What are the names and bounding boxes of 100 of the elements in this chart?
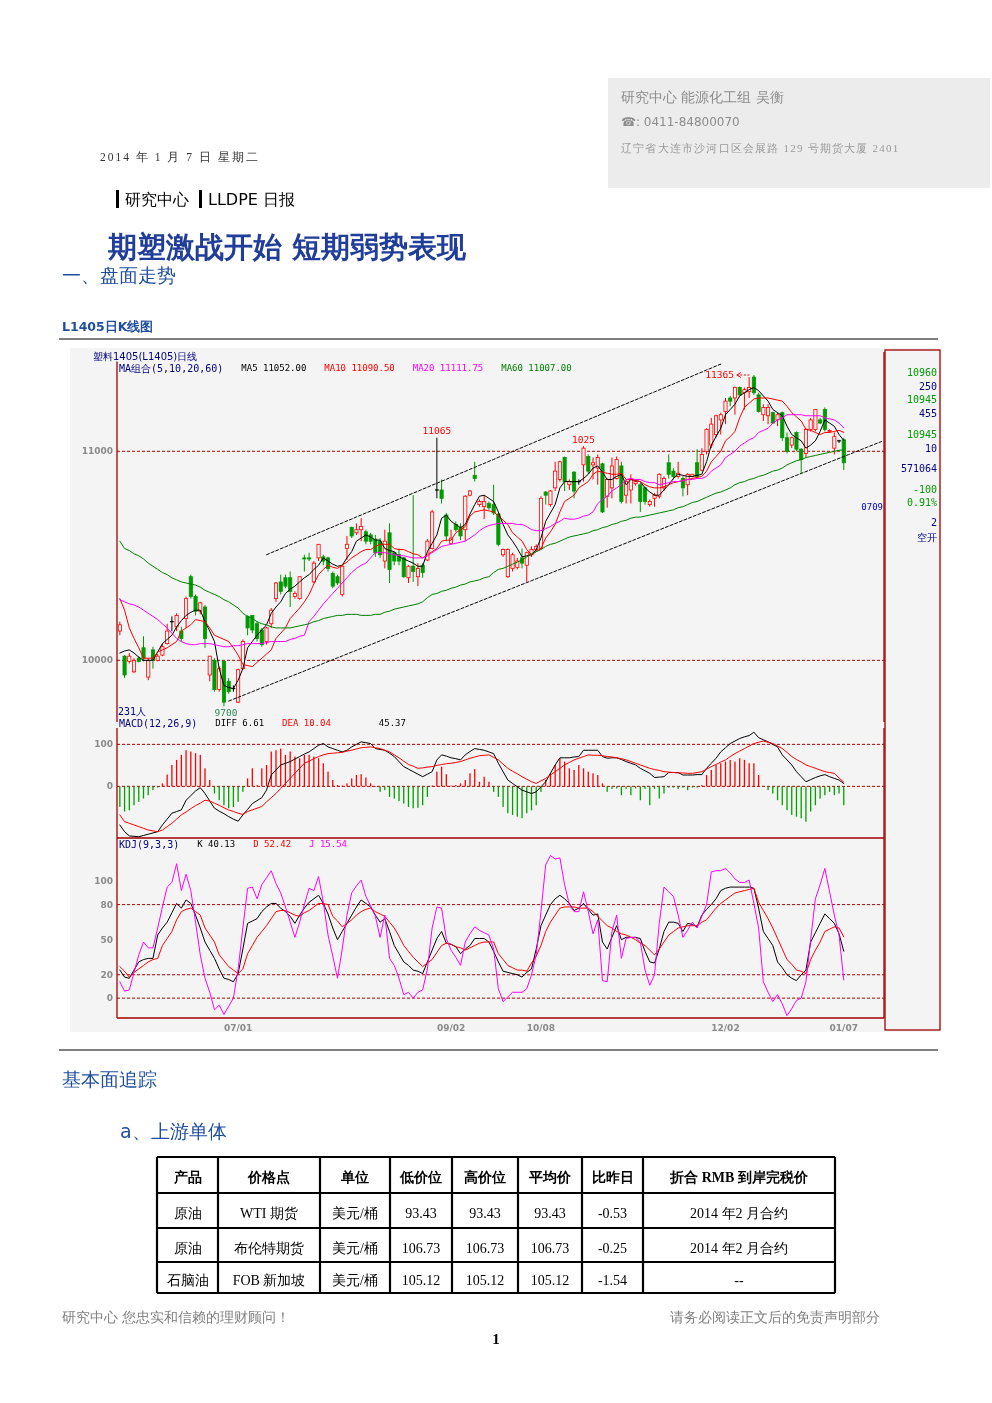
text: ☎: 0411-84800070 bbox=[621, 115, 740, 129]
annotation: 11065 bbox=[422, 425, 452, 437]
text: D 52.42 bbox=[253, 839, 292, 849]
category-label: 价格点 bbox=[247, 1169, 290, 1185]
y-tick-label: 10000 bbox=[81, 655, 113, 666]
text: MA10 11090.50 bbox=[324, 363, 395, 373]
annotation: 231人 bbox=[118, 705, 147, 717]
text: 0.91% bbox=[906, 496, 937, 508]
text: FOB 新加坡 bbox=[232, 1273, 306, 1288]
text: 1 bbox=[492, 1331, 500, 1347]
y-tick-label: 80 bbox=[100, 899, 113, 910]
candlestick bbox=[411, 494, 416, 583]
text: DIFF 6.61 bbox=[215, 718, 265, 728]
text: 原油 bbox=[173, 1206, 202, 1221]
category-label: 平均价 bbox=[528, 1169, 572, 1185]
text: 空开 bbox=[917, 531, 937, 543]
candlestick bbox=[595, 453, 600, 486]
x-tick-label: 12/02 bbox=[711, 1023, 740, 1033]
text: -0.53 bbox=[597, 1206, 628, 1221]
candlestick bbox=[207, 655, 212, 682]
candlestick bbox=[434, 437, 440, 499]
category-label: 折合 RMB 到岸完税价 bbox=[669, 1168, 809, 1185]
line-series bbox=[119, 855, 845, 1017]
text: 研究中心 能源化工组 吴衡 bbox=[621, 89, 784, 105]
x-tick-label: 01/07 bbox=[829, 1023, 858, 1033]
text: 一、盘面走势 bbox=[62, 264, 176, 286]
text: 研究中心 您忠实和信赖的理财顾问！ bbox=[62, 1309, 291, 1325]
text: 105.12 bbox=[401, 1273, 441, 1288]
annotation: 0709 bbox=[861, 502, 883, 512]
candlestick bbox=[572, 470, 577, 499]
text: 571064 bbox=[900, 462, 937, 474]
legend-title: KDJ(9,3,3) bbox=[119, 838, 180, 850]
candlestick bbox=[723, 397, 728, 425]
x-tick-label: 07/01 bbox=[223, 1023, 253, 1033]
category-label: 产品 bbox=[172, 1168, 202, 1185]
text: 10 bbox=[924, 442, 937, 454]
text: 2 bbox=[930, 516, 937, 528]
text: 请务必阅读正文后的免责声明部分 bbox=[670, 1309, 880, 1325]
text: DEA 10.04 bbox=[282, 718, 331, 728]
x-tick-label: 10/08 bbox=[526, 1023, 556, 1033]
text: LLDPE 日报 bbox=[208, 189, 295, 209]
text: 10945 bbox=[906, 393, 937, 405]
candlestick bbox=[680, 475, 685, 497]
text: 105.12 bbox=[530, 1273, 570, 1288]
y-tick-label: 11000 bbox=[81, 446, 113, 457]
candlestick bbox=[444, 512, 449, 542]
text: -0.25 bbox=[597, 1240, 628, 1256]
text: 基本面追踪 bbox=[62, 1068, 157, 1090]
candlestick bbox=[553, 461, 558, 492]
candlestick bbox=[491, 484, 496, 516]
text: 美元/桶 bbox=[332, 1273, 378, 1288]
category-label: 单位 bbox=[340, 1169, 369, 1185]
text: 106.73 bbox=[401, 1240, 441, 1256]
candlestick bbox=[259, 627, 264, 648]
text: 93.43 bbox=[534, 1206, 566, 1221]
category-label: 高价位 bbox=[464, 1168, 506, 1185]
text: 2014 年2 月合约 bbox=[690, 1206, 788, 1221]
text: MA60 11007.00 bbox=[501, 363, 572, 373]
text: MA20 11111.75 bbox=[412, 363, 484, 373]
text: 2014 年2 月合约 bbox=[690, 1240, 788, 1256]
candlestick bbox=[586, 453, 591, 475]
candlestick bbox=[141, 635, 146, 662]
text: -1.54 bbox=[597, 1273, 628, 1288]
candlestick bbox=[472, 461, 477, 483]
text: 455 bbox=[918, 407, 937, 419]
y-tick-label: 20 bbox=[100, 969, 113, 980]
text: 石脑油 bbox=[166, 1273, 209, 1288]
candlestick bbox=[122, 654, 127, 679]
chart-subtitle: L1405日K线图 bbox=[62, 318, 154, 334]
text: 106.73 bbox=[530, 1240, 570, 1256]
text: 美元/桶 bbox=[332, 1206, 378, 1221]
candlestick bbox=[415, 562, 420, 587]
category-label: 比昨日 bbox=[591, 1169, 634, 1185]
text: 10945 bbox=[906, 428, 937, 440]
text: K 40.13 bbox=[197, 839, 236, 849]
text: 106.73 bbox=[465, 1240, 505, 1256]
text: a、上游单体 bbox=[120, 1120, 227, 1142]
category-label: 低价位 bbox=[399, 1169, 442, 1185]
text: 布伦特期货 bbox=[234, 1240, 304, 1256]
text: WTI 期货 bbox=[240, 1206, 298, 1221]
y-tick-label: 0 bbox=[106, 781, 113, 792]
text: 研究中心 bbox=[125, 189, 189, 209]
text: 10960 bbox=[906, 366, 937, 378]
annotation: 塑料1405(L1405)日线 bbox=[93, 350, 198, 362]
text: 2014 年 1 月 7 日 星期二 bbox=[100, 151, 260, 163]
candlestick bbox=[439, 479, 444, 505]
annotation: 45.37 bbox=[378, 718, 406, 728]
text: 93.43 bbox=[469, 1206, 501, 1221]
candlestick bbox=[581, 445, 586, 483]
text: 93.43 bbox=[405, 1206, 437, 1221]
text: -- bbox=[734, 1273, 744, 1288]
text: -100 bbox=[912, 483, 937, 495]
text: MA5 11052.00 bbox=[241, 363, 307, 373]
candlestick bbox=[841, 437, 846, 471]
y-tick-label: 100 bbox=[94, 876, 113, 887]
annotation: 9700 bbox=[214, 706, 238, 718]
legend-title: MACD(12,26,9) bbox=[119, 717, 198, 729]
text: 美元/桶 bbox=[332, 1240, 378, 1256]
candlestick bbox=[344, 535, 349, 561]
chart-title: 期塑激战开始 短期弱势表现 bbox=[107, 230, 468, 264]
